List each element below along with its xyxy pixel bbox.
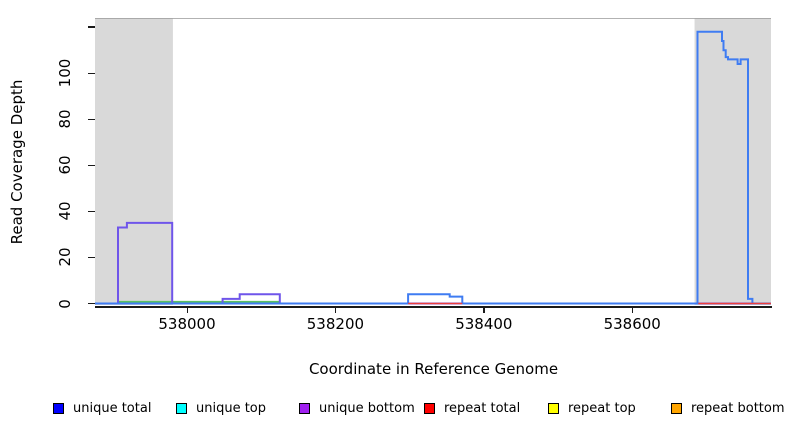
legend-item-repeat-total: repeat total xyxy=(424,399,520,417)
y-tick xyxy=(88,210,95,213)
x-tick xyxy=(483,307,485,313)
legend-item-repeat-bottom: repeat bottom xyxy=(671,399,785,417)
series-unique-bottom xyxy=(95,221,771,305)
x-axis-line xyxy=(95,306,772,308)
y-tick-label: 40 xyxy=(56,201,74,221)
legend-label: repeat total xyxy=(444,400,521,416)
legend-swatch-icon xyxy=(424,402,435,414)
legend-label: unique total xyxy=(73,400,152,416)
y-tick-label: 60 xyxy=(56,155,74,175)
legend-swatch-icon xyxy=(299,402,310,414)
legend-item-unique-bottom: unique bottom xyxy=(299,399,415,417)
y-tick xyxy=(88,118,95,121)
x-axis-title: Coordinate in Reference Genome xyxy=(308,360,559,378)
legend-swatch-icon xyxy=(671,402,682,414)
x-tick xyxy=(334,307,337,313)
legend-swatch-icon xyxy=(53,402,64,414)
y-tick xyxy=(88,256,95,259)
legend-item-unique-top: unique top xyxy=(176,399,266,417)
legend-label: unique top xyxy=(196,400,267,416)
legend: unique total unique top unique bottom repea… xyxy=(0,399,792,421)
legend-label: unique bottom xyxy=(319,400,415,416)
repeat-region-right xyxy=(694,18,771,305)
x-tick-label: 538200 xyxy=(306,315,365,333)
y-tick-label: 80 xyxy=(56,109,74,129)
repeat-region-left xyxy=(95,18,173,305)
plot-area xyxy=(95,18,771,305)
legend-swatch-icon xyxy=(548,402,559,414)
x-tick xyxy=(631,307,634,313)
y-tick xyxy=(88,302,95,305)
x-tick-label: 538400 xyxy=(455,315,513,333)
y-tick xyxy=(88,72,95,74)
legend-item-repeat-top: repeat top xyxy=(548,399,636,417)
x-tick-label: 538600 xyxy=(603,315,661,333)
y-tick xyxy=(88,164,95,167)
y-tick-label: 20 xyxy=(56,247,74,267)
legend-swatch-icon xyxy=(176,402,187,414)
legend-label: repeat top xyxy=(568,400,636,416)
y-axis-title: Read Coverage Depth xyxy=(8,79,26,245)
legend-label: repeat bottom xyxy=(691,400,785,416)
y-tick-label: 0 xyxy=(56,298,74,309)
y-tick xyxy=(88,26,95,28)
legend-item-unique-total: unique total xyxy=(53,399,151,417)
series-unique-total xyxy=(95,30,771,305)
x-tick xyxy=(186,307,188,313)
y-tick-label: 100 xyxy=(56,58,74,88)
x-tick-label: 538000 xyxy=(158,315,216,333)
